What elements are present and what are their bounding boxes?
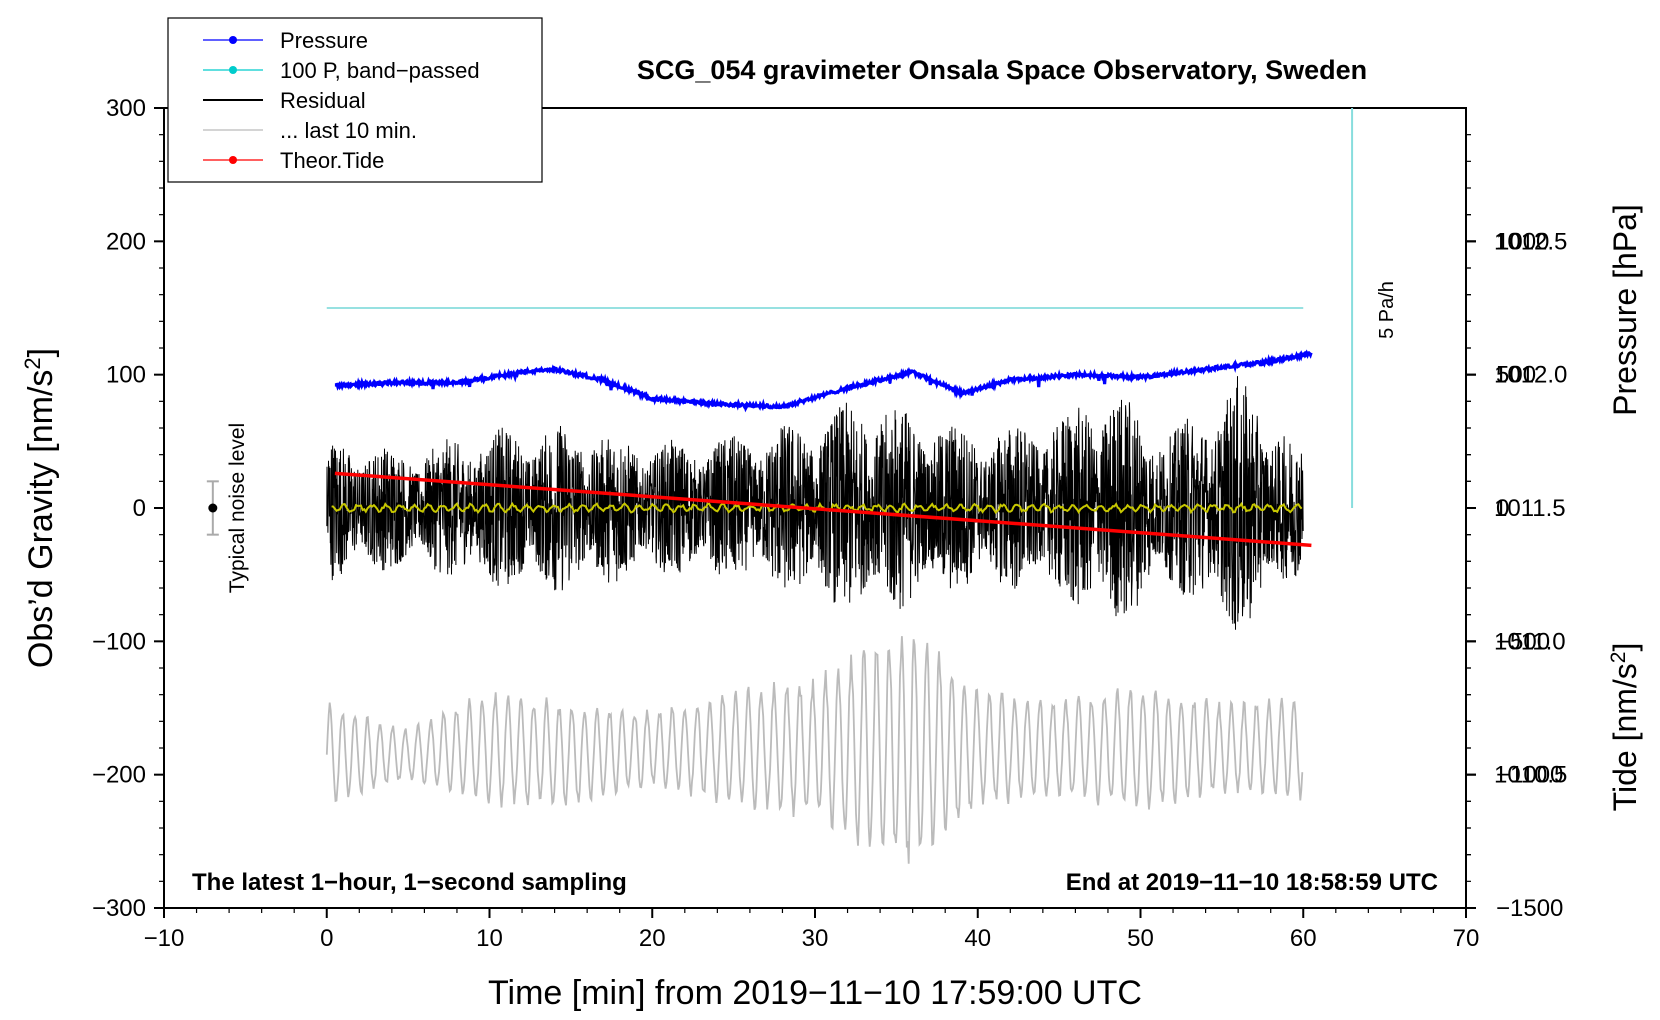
y-left-tick-label: 100 — [106, 362, 146, 389]
noise-level-marker — [208, 503, 218, 513]
y-pressure-tick-label: 1012.5 — [1494, 228, 1567, 255]
chart-title: SCG_054 gravimeter Onsala Space Observat… — [637, 55, 1367, 85]
rate-bar: 5 Pa/h — [1351, 108, 1398, 508]
x-axis-label: Time [min] from 2019−11−10 17:59:00 UTC — [488, 974, 1142, 1012]
y-axis-tide: 1000 500 0 −500 −1000 −1500 — [1466, 214, 1563, 922]
y-left-tick-label: −100 — [92, 628, 146, 655]
x-tick-label: 30 — [802, 925, 829, 952]
series-theoretical-tide — [334, 471, 1312, 548]
x-tick-label: 20 — [639, 925, 666, 952]
y-left-tick-label: 300 — [106, 95, 146, 122]
legend-label: Theor.Tide — [280, 148, 384, 173]
y-tide-tick-label: −1500 — [1496, 895, 1563, 922]
y-left-tick-label: 200 — [106, 228, 146, 255]
x-axis: −10 0 10 20 30 40 50 60 70 — [144, 908, 1480, 952]
noise-level-indicator: Typical noise level — [206, 423, 249, 593]
x-tick-label: 40 — [964, 925, 991, 952]
y-left-tick-label: −200 — [92, 762, 146, 789]
noise-level-label: Typical noise level — [226, 423, 249, 593]
legend-swatch-marker — [229, 36, 237, 44]
x-tick-label: 10 — [476, 925, 503, 952]
y-left-tick-label: 0 — [133, 495, 146, 522]
footer-right: End at 2019−11−10 18:58:59 UTC — [1066, 869, 1438, 896]
legend-label: Pressure — [280, 28, 368, 53]
legend-label: 100 P, band−passed — [280, 58, 480, 83]
y-tide-tick-label: 500 — [1496, 362, 1536, 389]
y-pressure-tick-label: 1011.0 — [1494, 628, 1566, 655]
y-tide-tick-label: −500 — [1496, 628, 1550, 655]
legend-swatch-marker — [229, 66, 237, 74]
y-pressure-tick-label: 1011.5 — [1494, 495, 1566, 522]
legend-label: ... last 10 min. — [280, 118, 417, 143]
x-tick-label: 50 — [1127, 925, 1154, 952]
series-pressure — [334, 349, 1313, 413]
series-residual — [326, 376, 1304, 630]
series-layer — [325, 307, 1313, 864]
y-pressure-tick-label: 1012.0 — [1494, 362, 1567, 389]
y-left-tick-label: −300 — [92, 895, 146, 922]
x-tick-label: 0 — [320, 925, 333, 952]
x-tick-label: 70 — [1453, 925, 1480, 952]
y-pressure-tick-label: 1010.5 — [1494, 762, 1567, 789]
series-last-10-min — [325, 636, 1304, 864]
y-axis-tide-label: Tide [nm/s2] — [1607, 643, 1644, 812]
y-tide-tick-label: −1000 — [1496, 762, 1563, 789]
rate-bar-label: 5 Pa/h — [1376, 281, 1398, 339]
legend-swatch-marker — [229, 156, 237, 164]
x-tick-label: −10 — [144, 925, 185, 952]
legend: Pressure 100 P, band−passed Residual ... la… — [167, 17, 543, 183]
footer-left: The latest 1−hour, 1−second sampling — [192, 869, 627, 896]
y-axis-pressure-label: Pressure [hPa] — [1607, 204, 1643, 416]
y-tide-tick-label: 0 — [1496, 495, 1509, 522]
y-tide-tick-label: 1000 — [1496, 228, 1549, 255]
y-axis-left: 300 200 100 0 −100 −200 −300 — [92, 95, 164, 922]
legend-entries: Pressure 100 P, band−passed Residual ... la… — [203, 28, 480, 173]
x-tick-label: 60 — [1290, 925, 1317, 952]
legend-label: Residual — [280, 88, 366, 113]
y-axis-left-label: Obs’d Gravity [nm/s2] — [20, 348, 61, 668]
